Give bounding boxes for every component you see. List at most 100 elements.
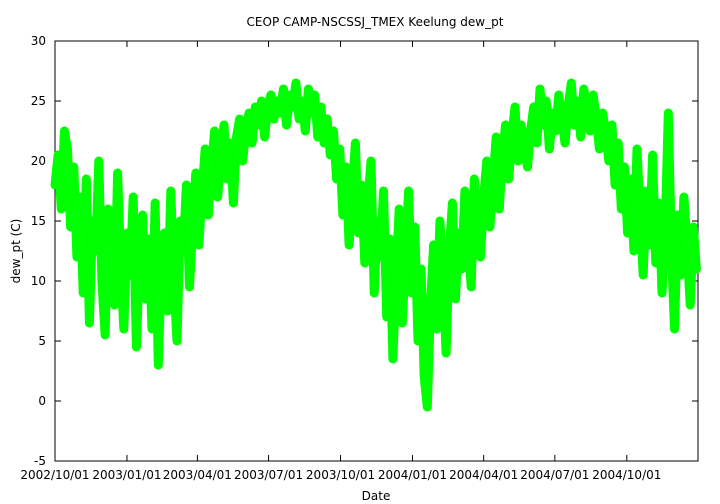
data-point bbox=[680, 193, 688, 201]
data-point bbox=[586, 127, 594, 135]
data-point bbox=[89, 217, 97, 225]
data-point bbox=[85, 319, 93, 327]
data-point bbox=[54, 151, 62, 159]
y-tick-label: 0 bbox=[38, 394, 46, 408]
data-point bbox=[304, 85, 312, 93]
data-point bbox=[683, 241, 691, 249]
data-point bbox=[649, 151, 657, 159]
data-point bbox=[201, 145, 209, 153]
data-point bbox=[445, 247, 453, 255]
data-point bbox=[217, 151, 225, 159]
data-point bbox=[308, 109, 316, 117]
data-point bbox=[57, 205, 65, 213]
x-axis: 2002/10/01 2003/01/01 2003/04/01 2003/07/01… bbox=[20, 41, 661, 482]
data-point bbox=[314, 133, 322, 141]
x-tick-label: 2004/10/01 bbox=[592, 468, 661, 482]
data-point bbox=[264, 103, 272, 111]
data-point bbox=[355, 229, 363, 237]
x-tick-label: 2003/07/01 bbox=[234, 468, 303, 482]
y-tick-label: 10 bbox=[31, 274, 46, 288]
data-point bbox=[514, 157, 522, 165]
x-tick-label: 2004/01/01 bbox=[378, 468, 447, 482]
series-band bbox=[50, 78, 701, 412]
data-point bbox=[486, 223, 494, 231]
data-point bbox=[261, 133, 269, 141]
data-point bbox=[677, 271, 685, 279]
data-point bbox=[395, 205, 403, 213]
data-point bbox=[564, 103, 572, 111]
data-point bbox=[167, 187, 175, 195]
data-point bbox=[439, 277, 447, 285]
data-point bbox=[383, 313, 391, 321]
data-point bbox=[298, 97, 306, 105]
data-point bbox=[198, 187, 206, 195]
data-point bbox=[401, 253, 409, 261]
data-point bbox=[229, 199, 237, 207]
data-point bbox=[477, 253, 485, 261]
data-point bbox=[329, 127, 337, 135]
data-point bbox=[602, 127, 610, 135]
data-point bbox=[164, 307, 172, 315]
data-point bbox=[414, 337, 422, 345]
data-point bbox=[292, 79, 300, 87]
data-point bbox=[461, 187, 469, 195]
data-point bbox=[664, 109, 672, 117]
data-point bbox=[251, 103, 259, 111]
data-point bbox=[633, 145, 641, 153]
data-point bbox=[279, 85, 287, 93]
data-point bbox=[398, 319, 406, 327]
data-point bbox=[686, 301, 694, 309]
y-tick-label: 25 bbox=[31, 94, 46, 108]
data-point bbox=[139, 211, 147, 219]
y-tick-label: 30 bbox=[31, 34, 46, 48]
data-point bbox=[642, 187, 650, 195]
data-point bbox=[182, 181, 190, 189]
data-point bbox=[627, 175, 635, 183]
data-point bbox=[189, 223, 197, 231]
x-tick-label: 2004/07/01 bbox=[520, 468, 589, 482]
y-tick-label: 20 bbox=[31, 154, 46, 168]
data-point bbox=[692, 265, 700, 273]
y-axis-label: dew_pt (C) bbox=[9, 219, 23, 284]
data-point bbox=[423, 403, 431, 411]
data-point bbox=[511, 103, 519, 111]
data-point bbox=[611, 181, 619, 189]
data-point bbox=[135, 253, 143, 261]
data-point bbox=[480, 193, 488, 201]
data-point bbox=[542, 97, 550, 105]
data-point bbox=[351, 139, 359, 147]
data-point bbox=[386, 235, 394, 243]
data-point bbox=[232, 133, 240, 141]
data-point bbox=[254, 121, 262, 129]
data-point bbox=[520, 145, 528, 153]
x-axis-label: Date bbox=[362, 489, 391, 503]
data-point bbox=[320, 139, 328, 147]
data-point bbox=[655, 199, 663, 207]
data-point bbox=[117, 259, 125, 267]
data-point bbox=[129, 193, 137, 201]
data-point bbox=[323, 115, 331, 123]
data-point bbox=[107, 241, 115, 249]
data-point bbox=[76, 193, 84, 201]
data-point bbox=[286, 91, 294, 99]
data-point bbox=[376, 253, 384, 261]
data-point bbox=[245, 109, 253, 117]
chart-title: CEOP CAMP-NSCSSJ_TMEX Keelung dew_pt bbox=[247, 15, 504, 29]
data-point bbox=[392, 271, 400, 279]
data-point bbox=[192, 169, 200, 177]
data-point bbox=[592, 115, 600, 123]
data-point bbox=[408, 289, 416, 297]
data-point bbox=[114, 169, 122, 177]
data-point bbox=[389, 355, 397, 363]
data-point bbox=[558, 115, 566, 123]
data-point bbox=[595, 145, 603, 153]
data-point bbox=[170, 277, 178, 285]
data-point bbox=[176, 217, 184, 225]
x-tick-label: 2003/10/01 bbox=[306, 468, 375, 482]
data-point bbox=[226, 139, 234, 147]
data-point bbox=[151, 199, 159, 207]
data-point bbox=[317, 103, 325, 111]
data-point bbox=[580, 85, 588, 93]
data-point bbox=[301, 127, 309, 135]
